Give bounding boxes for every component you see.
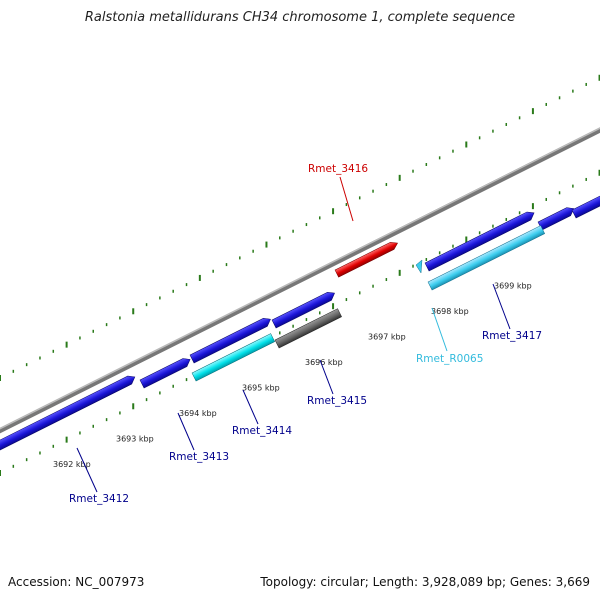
label-rmet3416[interactable]: Rmet_3416 xyxy=(308,163,368,175)
accession-text: Accession: NC_007973 xyxy=(8,575,145,589)
coordinate-label: 3695 kbp xyxy=(242,384,280,393)
coordinate-label: 3693 kbp xyxy=(116,435,154,444)
callout-lines xyxy=(76,176,511,493)
feature-rmetr0065[interactable] xyxy=(427,225,546,291)
callout-line-rmet3415 xyxy=(319,359,334,395)
feature-labels: Rmet_3412 Rmet_3413 Rmet_3414 Rmet_3415 … xyxy=(69,163,542,505)
feature-rmet3416[interactable] xyxy=(334,240,399,278)
label-rmet3417[interactable]: Rmet_3417 xyxy=(482,330,542,342)
coordinate-label: 3697 kbp xyxy=(368,333,406,342)
callout-line-rmet3414 xyxy=(242,389,259,425)
map-title: Ralstonia metallidurans CH34 chromosome … xyxy=(84,10,516,25)
gene-rmet3415[interactable] xyxy=(274,308,342,349)
sequence-summary: Topology: circular; Length: 3,928,089 bp… xyxy=(260,575,590,589)
inner-tick-ring xyxy=(0,169,600,476)
feature-rmet3417[interactable] xyxy=(424,209,536,272)
arrowhead-icon xyxy=(415,259,423,274)
feature-next-cds-1[interactable] xyxy=(537,205,576,231)
coordinate-label: 3698 kbp xyxy=(431,307,469,316)
callout-line-rmetr0065 xyxy=(431,307,448,352)
gene-rmet3414[interactable] xyxy=(191,333,276,382)
feature-rmet3414[interactable] xyxy=(189,316,273,364)
label-rmet3413[interactable]: Rmet_3413 xyxy=(169,451,229,463)
feature-rmet3413[interactable] xyxy=(139,356,192,389)
coordinate-label: 3694 kbp xyxy=(179,409,217,418)
outer-tick-ring xyxy=(0,74,600,381)
coordinate-label: 3692 kbp xyxy=(53,460,91,469)
label-rmet3415[interactable]: Rmet_3415 xyxy=(307,395,367,407)
label-rmet3412[interactable]: Rmet_3412 xyxy=(69,493,129,505)
chromosome-backbone xyxy=(0,105,600,442)
label-rmet3414[interactable]: Rmet_3414 xyxy=(232,425,292,437)
coordinate-labels: 3692 kbp 3693 kbp 3694 kbp 3695 kbp 3696 kbp… xyxy=(53,282,532,470)
callout-line-rmet3413 xyxy=(177,412,195,451)
callout-line-rmet3416 xyxy=(339,176,354,222)
label-rmetr0065[interactable]: Rmet_R0065 xyxy=(416,353,483,365)
coordinate-label: 3696 kbp xyxy=(305,358,343,367)
feature-rmet3415[interactable] xyxy=(271,290,337,329)
feature-next-cds-2[interactable] xyxy=(571,191,600,219)
feature-rmet3412[interactable] xyxy=(0,373,137,454)
callout-line-rmet3417 xyxy=(492,283,511,330)
coordinate-label: 3699 kbp xyxy=(494,282,532,291)
callout-line-rmet3412 xyxy=(76,447,98,493)
